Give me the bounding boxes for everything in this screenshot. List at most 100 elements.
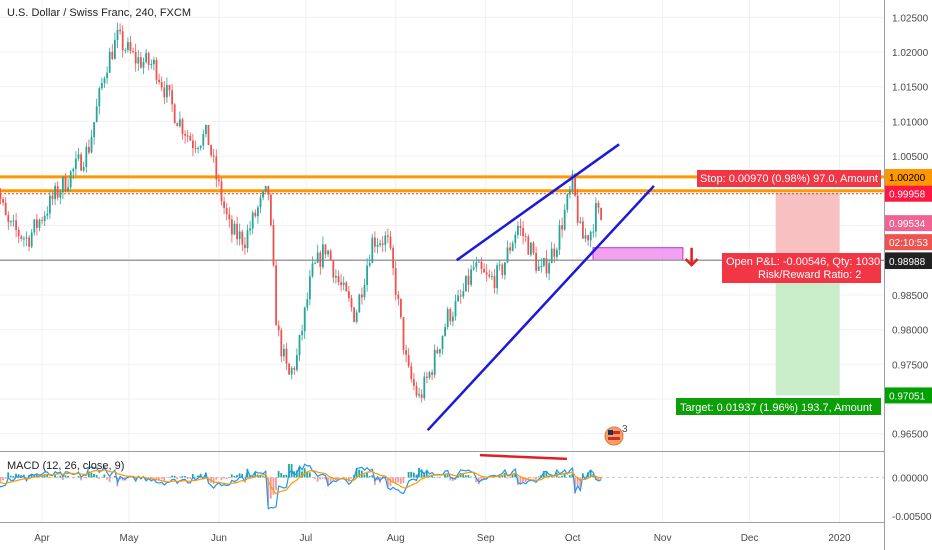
macd-histogram-bar [119, 477, 121, 480]
macd-axis[interactable]: 0.00000 -0.00500 [892, 473, 932, 522]
macd-histogram-bar [80, 477, 82, 481]
macd-histogram-bar [308, 472, 311, 478]
event-badge[interactable]: 3 [604, 424, 628, 446]
macd-histogram-bar [152, 477, 155, 478]
candle-body [465, 275, 467, 292]
macd-histogram-bar [0, 477, 2, 482]
time-axis[interactable]: Apr May Jun Jul Aug Sep Oct Nov Dec 2020 [34, 533, 851, 544]
macd-histogram-bar [397, 477, 400, 483]
candle-body [184, 133, 186, 136]
macd-histogram-bar [61, 477, 64, 480]
macd-histogram-bar [233, 476, 236, 478]
candle-body [140, 57, 142, 68]
candle-body [150, 64, 153, 66]
price-tick-label: 1.00500 [892, 152, 929, 163]
time-tick-label: Nov [654, 533, 672, 544]
candle-body [426, 376, 428, 378]
macd-histogram-bar [238, 473, 241, 478]
candle-body [20, 236, 23, 239]
macd-histogram-bar [532, 477, 535, 479]
target-label-box[interactable]: Target: 0.01937 (1.96%) 193.7, Amount [676, 398, 881, 415]
macd-histogram-bar [259, 475, 262, 478]
candle-body [368, 262, 371, 266]
candle-body [59, 192, 62, 198]
macd-histogram-bar [41, 475, 43, 478]
macd-histogram-bar [134, 477, 137, 482]
macd-histogram-bar [425, 471, 428, 478]
macd-histogram-bar [501, 475, 504, 478]
candle-body [582, 221, 584, 239]
macd-histogram-bar [220, 477, 223, 480]
price-badge-label: 0.97051 [889, 391, 926, 402]
macd-histogram-bar [173, 475, 176, 478]
macd-histogram-bar [111, 477, 114, 479]
macd-histogram-bar [568, 475, 571, 478]
macd-histogram-bar [371, 475, 374, 478]
candle-body [584, 235, 587, 239]
candle-body [75, 158, 77, 169]
pnl-label-box[interactable]: Open P&L: -0.00546, Qty: 1030 Risk/Rewar… [722, 253, 881, 283]
channel-upper-line[interactable] [455, 143, 620, 262]
macd-histogram-bar [160, 477, 163, 480]
candle-body [358, 294, 361, 313]
candle-body [571, 173, 574, 190]
candle-body [345, 282, 348, 292]
candle-body [366, 265, 368, 286]
candle-body [189, 135, 192, 141]
candle-body [272, 225, 275, 266]
macd-histogram-bar [145, 477, 147, 481]
candle-body [423, 376, 426, 398]
candle-body [569, 189, 571, 195]
candle-body [176, 123, 179, 127]
candle-body [36, 219, 38, 228]
candle-body [25, 237, 28, 239]
candle-body [215, 156, 218, 180]
candle-body [114, 39, 116, 60]
macd-histogram-bar [223, 477, 225, 479]
divergence-line[interactable] [479, 453, 567, 461]
candle-body [532, 242, 535, 253]
macd-histogram-bar [358, 469, 361, 478]
candle-body [392, 247, 394, 269]
macd-histogram-bar [298, 466, 301, 478]
candle-body [379, 243, 381, 245]
candle-body [522, 227, 524, 237]
macd-histogram-bar [241, 473, 244, 478]
candle-body [2, 198, 4, 203]
candle-body [158, 79, 160, 83]
candle-body [530, 242, 532, 255]
candle-body [246, 230, 249, 249]
us-flag-icon[interactable] [604, 426, 624, 446]
candle-body [496, 265, 498, 289]
entry-zone[interactable] [592, 247, 684, 261]
macd-histogram-bar [108, 477, 111, 483]
candle-body [290, 367, 293, 375]
candle-body [275, 265, 277, 326]
macd-histogram-bar [542, 471, 545, 478]
macd-histogram-bar [77, 476, 80, 478]
macd-histogram-bar [181, 476, 184, 478]
candle-body [491, 276, 493, 278]
macd-histogram-bar [420, 469, 423, 478]
candle-body [400, 298, 402, 318]
candle-body [413, 379, 415, 386]
candle-body [493, 276, 496, 289]
time-tick-label: 2020 [828, 533, 851, 544]
macd-histogram-bar [2, 477, 4, 481]
candle-body [324, 244, 327, 255]
price-tick-label: 1.01500 [892, 83, 929, 94]
rising-channel[interactable] [426, 143, 655, 432]
macd-histogram-bar [324, 477, 327, 480]
price-axis[interactable]: 1.025001.020001.015001.010001.005001.000… [885, 13, 932, 441]
channel-lower-line[interactable] [426, 185, 655, 432]
macd-histogram-bar [574, 477, 576, 494]
time-tick-label: Dec [741, 533, 759, 544]
candle-body [147, 52, 150, 65]
candle-body [233, 223, 236, 235]
candle-body [69, 171, 72, 188]
stop-label-box[interactable]: Stop: 0.00970 (0.98%) 97.0, Amount [697, 170, 881, 187]
candle-body [322, 244, 324, 268]
candle-body [519, 225, 522, 228]
macd-histogram-bar [537, 476, 540, 478]
